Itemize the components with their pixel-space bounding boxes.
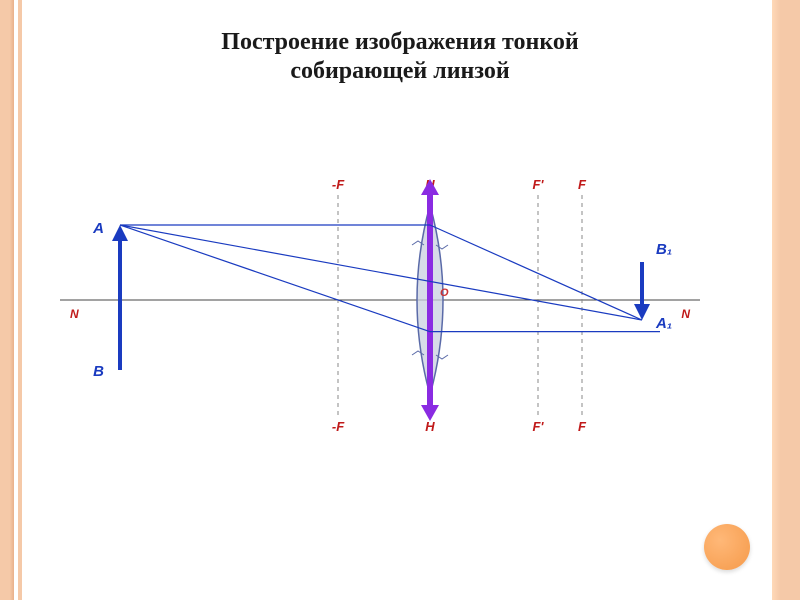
svg-text:B₁: B₁	[656, 241, 672, 258]
svg-text:F': F'	[532, 177, 544, 192]
svg-text:F: F	[578, 419, 587, 434]
svg-text:N: N	[681, 307, 690, 321]
svg-text:O: O	[440, 287, 449, 299]
svg-text:A₁: A₁	[655, 315, 672, 332]
svg-text:F: F	[578, 177, 587, 192]
title-line-2: собирающей линзой	[290, 58, 509, 84]
frame-left-inner	[18, 0, 22, 600]
svg-text:-F: -F	[332, 177, 345, 192]
title-line-1: Построение изображения тонкой	[221, 29, 578, 55]
svg-text:H: H	[425, 419, 435, 434]
svg-text:-F: -F	[332, 419, 345, 434]
lens-diagram: NN-F-FF'F'FFHHOABB₁A₁	[60, 160, 700, 440]
frame-left	[0, 0, 14, 600]
svg-text:F': F'	[532, 419, 544, 434]
accent-circle	[704, 524, 750, 570]
lens-svg: NN-F-FF'F'FFHHOABB₁A₁	[60, 160, 700, 440]
frame-right	[772, 0, 800, 600]
svg-text:A: A	[92, 220, 104, 237]
page-title: Построение изображения тонкой собирающей…	[100, 28, 700, 86]
svg-text:B: B	[93, 363, 104, 380]
svg-text:N: N	[70, 307, 79, 321]
